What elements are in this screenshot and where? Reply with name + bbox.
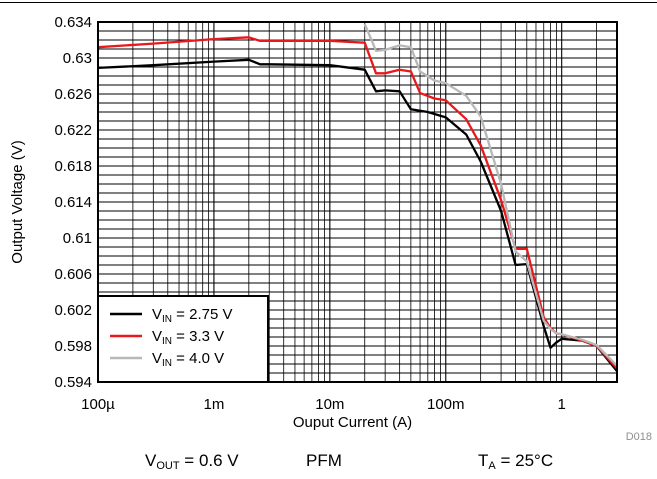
mode-condition: PFM [306,451,342,470]
x-tick-label: 100m [427,396,465,413]
ta-sub: A [488,460,496,472]
chart-series [97,23,618,372]
y-tick-label: 0.618 [54,158,92,175]
vout-main: V [145,451,157,470]
legend-label-2: VIN = 3.3 V [152,328,224,347]
y-tick-label: 0.626 [54,86,92,103]
x-tick-label: 10m [315,396,344,413]
ta-main: T [478,451,489,470]
plot-frame [97,21,618,383]
legend: VIN = 2.75 V VIN = 3.3 V VIN = 4.0 V [97,295,269,383]
x-tick-labels: 100µ 1m 10m 100m 1 [81,396,566,413]
x-tick-label: 1 [558,396,566,413]
top-rule [0,2,657,3]
y-tick-label: 0.622 [54,122,92,139]
vout-sub: OUT [156,460,180,472]
y-tick-labels: 0.594 0.598 0.602 0.606 0.61 0.614 0.618 0.622 0… [54,14,92,391]
ta-rest: = 25°C [495,451,554,470]
y-tick-label: 0.614 [54,194,92,211]
x-axis-label: Ouput Current (A) [293,414,412,431]
figure-id: D018 [626,431,652,443]
legend-label-1: VIN = 2.75 V [152,306,232,325]
x-tick-label: 1m [204,396,225,413]
legend-label-3: VIN = 4.0 V [152,350,224,369]
ta-condition: TA = 25°C [478,451,553,472]
legend-box [97,295,269,383]
output-voltage-chart: 0.594 0.598 0.602 0.606 0.61 0.614 0.618 0.622 0… [9,14,652,443]
series-line-3 [363,23,618,367]
y-tick-label: 0.634 [54,14,92,31]
y-tick-label: 0.61 [63,230,92,247]
series-line-1 [97,58,618,372]
vout-rest: = 0.6 V [179,451,239,470]
x-tick-label: 100µ [81,396,115,413]
chart-grid [97,21,618,383]
y-tick-label: 0.602 [54,302,92,319]
vout-condition: VOUT = 0.6 V [145,451,239,472]
y-axis-label: Output Voltage (V) [9,140,26,263]
y-tick-label: 0.594 [54,374,92,391]
y-tick-label: 0.598 [54,338,92,355]
y-tick-label: 0.606 [54,266,92,283]
y-tick-label: 0.63 [63,50,92,67]
